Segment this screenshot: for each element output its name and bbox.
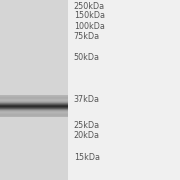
Bar [0, 107, 68, 108]
Bar [0, 113, 68, 114]
Text: 100kDa: 100kDa [74, 22, 105, 31]
Bar [0, 103, 68, 104]
Bar [0, 109, 68, 110]
Bar [0, 98, 68, 99]
Bar [0, 106, 68, 107]
Bar [0, 115, 68, 116]
Bar [0, 112, 68, 113]
Text: 37kDa: 37kDa [74, 95, 100, 104]
Bar [0, 101, 68, 102]
Text: 50kDa: 50kDa [74, 53, 100, 62]
Bar [0, 110, 68, 111]
Bar [0, 95, 68, 96]
Bar [0, 108, 68, 109]
Bar [0, 0, 68, 180]
Bar [0, 116, 68, 117]
Bar [0, 97, 68, 98]
Bar [0, 114, 68, 115]
Text: 250kDa: 250kDa [74, 2, 105, 11]
Bar [0, 102, 68, 103]
Bar [0, 111, 68, 112]
Text: 20kDa: 20kDa [74, 131, 100, 140]
Bar [0, 99, 68, 100]
Bar [0, 105, 68, 106]
Bar [0, 100, 68, 101]
Bar [0, 96, 68, 97]
Text: 25kDa: 25kDa [74, 121, 100, 130]
Text: 75kDa: 75kDa [74, 32, 100, 41]
Text: 150kDa: 150kDa [74, 11, 105, 20]
Text: 15kDa: 15kDa [74, 153, 100, 162]
Bar [0, 104, 68, 105]
Bar [0, 103, 68, 104]
